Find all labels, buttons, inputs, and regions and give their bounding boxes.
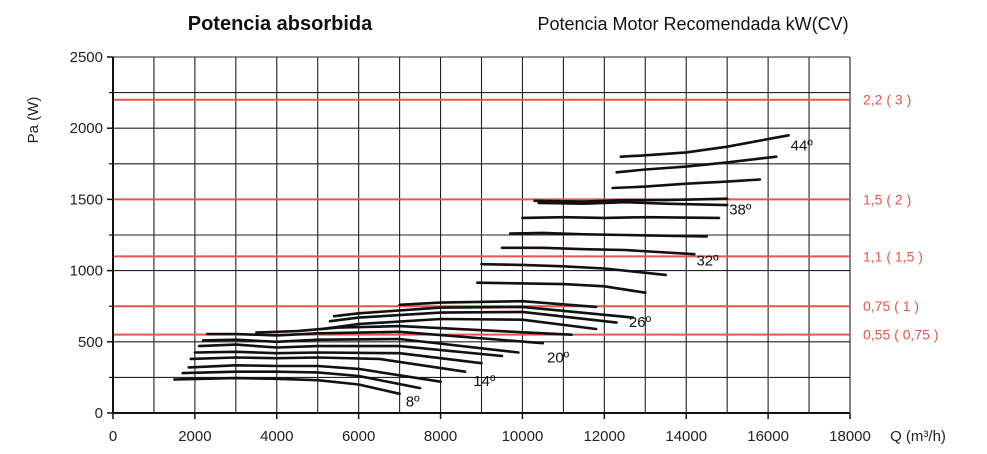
y-axis-label: Pa (W) [25, 97, 42, 144]
y-tick-label: 0 [95, 405, 103, 422]
power-line-label: 0,55 ( 0,75 ) [863, 327, 939, 343]
fan-curve [508, 231, 709, 238]
labels: 8º 14º 20º 26º 32º 38º 44º [406, 137, 814, 410]
axes: 0 500 1000 1500 2000 2500 0 2000 4000 6000 8000 100… [25, 49, 946, 445]
x-axis-label: Q (m³/h) [890, 428, 946, 445]
y-tick-label: 500 [78, 334, 103, 351]
fan-curve [480, 262, 668, 277]
x-tick-label: 16000 [747, 428, 789, 445]
power-line-label: 1,1 ( 1,5 ) [863, 248, 923, 264]
fan-curve [533, 197, 729, 203]
fan-curve [537, 200, 729, 207]
blade-angle-label: 44º [791, 137, 814, 154]
y-tick-label: 2000 [70, 120, 103, 137]
fan-curve [611, 178, 762, 190]
x-tick-label: 6000 [342, 428, 375, 445]
x-tick-label: 18000 [829, 428, 871, 445]
blade-angle-label: 14º [473, 373, 496, 390]
fan-curve [398, 299, 598, 309]
grid [112, 56, 851, 414]
motor-power-title: Potencia Motor Recomendada kW(CV) [537, 14, 848, 34]
fan-curve [521, 215, 721, 220]
y-tick-label: 1500 [70, 191, 103, 208]
y-tick-label: 2500 [70, 49, 103, 66]
x-tick-label: 10000 [502, 428, 544, 445]
fan-curve [193, 350, 483, 365]
fan-curve [500, 246, 696, 256]
x-tick-label: 8000 [424, 428, 457, 445]
fan-curve [619, 134, 790, 158]
fan-curve [476, 281, 647, 295]
fan-curve [328, 310, 618, 324]
y-tick-label: 1000 [70, 263, 103, 280]
fan-curve [205, 330, 545, 345]
fan-curve [173, 376, 401, 396]
power-line-label: 2,2 ( 3 ) [863, 92, 911, 108]
x-tick-label: 0 [109, 428, 117, 445]
x-tick-label: 2000 [178, 428, 211, 445]
fan-curve [197, 343, 504, 358]
fan-curve [320, 317, 598, 331]
power-line-label: 1,5 ( 2 ) [863, 191, 911, 207]
fan-curve [189, 356, 467, 374]
power-line-label: 0,75 ( 1 ) [863, 298, 919, 314]
x-tick-label: 12000 [583, 428, 625, 445]
blade-angle-label: 26º [629, 314, 652, 331]
fan-curve [332, 305, 635, 319]
blade-angle-label: 32º [696, 253, 719, 270]
chart-title: Potencia absorbida [188, 13, 373, 35]
blade-angle-label: 20º [547, 349, 570, 366]
x-tick-label: 14000 [665, 428, 707, 445]
x-tick-label: 4000 [260, 428, 293, 445]
curves [173, 134, 790, 396]
fan-curve [187, 363, 442, 384]
fan-curve [201, 337, 520, 354]
fan-curve [181, 370, 422, 390]
fan-curve [615, 155, 778, 174]
blade-angle-label: 8º [406, 394, 420, 411]
blade-angle-label: 38º [729, 201, 752, 218]
